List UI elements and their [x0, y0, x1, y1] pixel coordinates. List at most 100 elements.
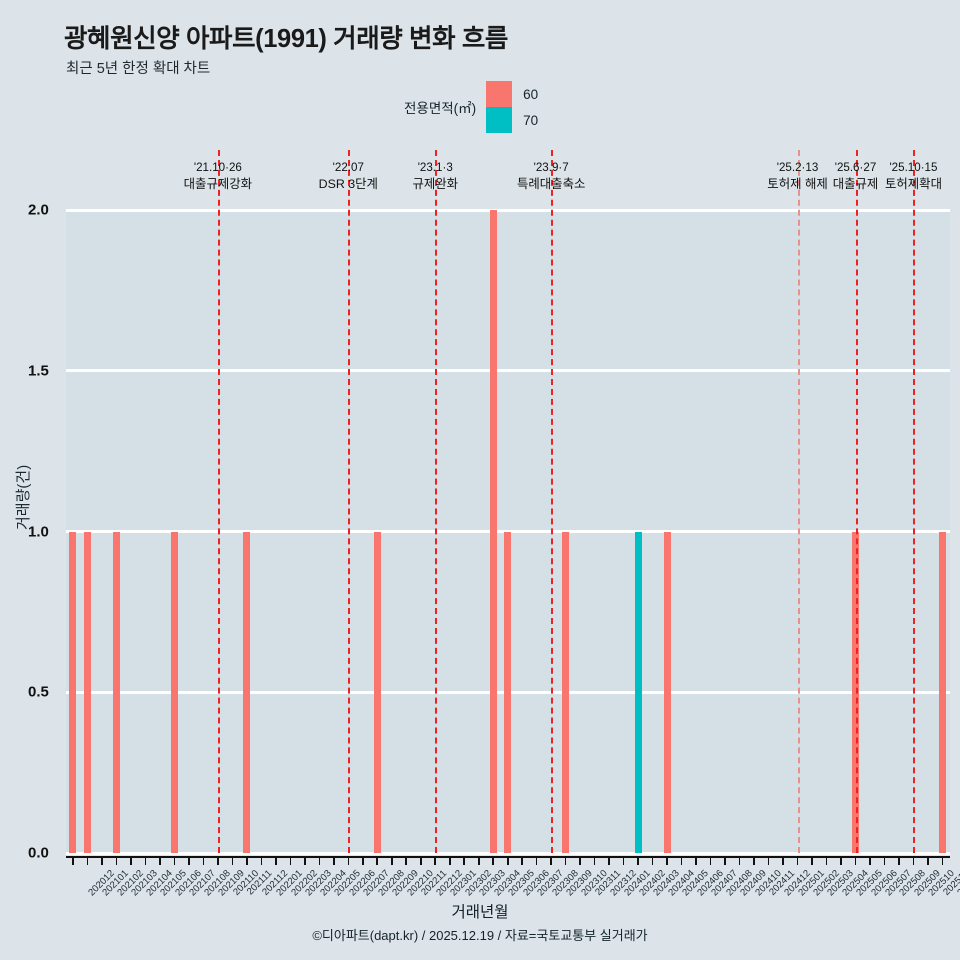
x-tick-mark-202504 [825, 858, 828, 865]
legend-label-70: 70 [523, 112, 539, 128]
bar-202103-60[interactable] [112, 531, 120, 853]
bar-202012-60[interactable] [69, 531, 77, 853]
event-annotation-202207: '22.07 DSR 3단계 [319, 160, 378, 193]
legend-title: 전용면적(㎡) [404, 101, 477, 116]
x-tick-mark-202209 [376, 858, 379, 865]
event-line-202506 [855, 150, 858, 853]
y-axis-label: 거래량(건) [15, 464, 32, 530]
x-tick-mark-202105 [144, 858, 147, 865]
x-tick-mark-202111 [231, 858, 234, 865]
x-tick-mark-202210 [390, 858, 393, 865]
gridline-1.5 [66, 369, 950, 373]
x-tick-mark-202409 [724, 858, 726, 865]
bar-202405-60[interactable] [663, 531, 671, 853]
event-annotation-202502: '25.2·13 토허제 해제 [767, 160, 827, 193]
x-tick-mark-202403 [637, 858, 639, 865]
x-tick-mark-202012 [72, 858, 74, 865]
y-tick-label-2.0: 2.0 [28, 201, 49, 219]
bar-202403-70[interactable] [634, 531, 642, 853]
x-tick-mark-202509 [898, 858, 900, 865]
legend-item-60[interactable]: 60 [486, 81, 552, 107]
x-tick-mark-202112 [246, 858, 248, 865]
bar-202305-60[interactable] [489, 210, 497, 853]
x-tick-mark-202408 [709, 858, 712, 865]
x-tick-mark-202305 [492, 858, 494, 865]
x-tick-mark-202508 [883, 858, 886, 865]
event-date-202510: '25.10·15 [889, 161, 938, 174]
event-annotation-202510: '25.10·15 토허제확대 [885, 160, 942, 193]
bar-202306-60[interactable] [504, 531, 512, 853]
y-tick-label-0.5: 0.5 [28, 683, 49, 701]
x-tick-mark-202412 [767, 858, 770, 865]
bar-202512-60[interactable] [938, 531, 946, 853]
x-tick-mark-202211 [405, 858, 408, 865]
event-annotation-202110: '21.10·26 대출규제강화 [184, 160, 252, 193]
x-tick-mark-202207 [347, 858, 350, 865]
x-tick-mark-202301 [434, 858, 437, 865]
bar-202112-60[interactable] [243, 531, 251, 853]
x-tick-mark-202106 [159, 858, 161, 865]
event-date-202506: '25.6·27 [834, 161, 877, 174]
x-axis-label: 거래년월 [451, 904, 509, 921]
x-tick-mark-202104 [130, 858, 132, 865]
legend-item-70[interactable]: 70 [486, 107, 552, 133]
x-tick-mark-202503 [811, 858, 813, 865]
x-tick-mark-202309 [550, 858, 552, 865]
x-tick-mark-202401 [608, 858, 610, 865]
x-tick-mark-202103 [115, 858, 118, 865]
bar-202101-60[interactable] [83, 531, 91, 853]
gridline-0.0 [66, 851, 950, 855]
event-line-202309 [551, 150, 554, 853]
x-tick-mark-202405 [666, 858, 668, 865]
footer-credit: ©디아파트(dapt.kr) / 2025.12.19 / 자료=국토교통부 실… [312, 928, 648, 943]
event-text-202301: 규제완화 [412, 177, 459, 191]
x-tick-mark-202310 [564, 858, 567, 865]
x-tick-mark-202402 [622, 858, 625, 865]
y-tick-label-0.0: 0.0 [28, 844, 49, 862]
x-tick-mark-202410 [738, 858, 741, 865]
event-annotation-202301: '23.1·3 규제완화 [412, 160, 458, 193]
legend-items: 60 70 [486, 81, 558, 133]
x-tick-mark-202108 [188, 858, 190, 865]
bar-202107-60[interactable] [170, 531, 178, 853]
bar-202209-60[interactable] [373, 531, 381, 853]
x-tick-mark-202308 [535, 858, 538, 865]
x-tick-mark-202202 [275, 858, 277, 865]
event-text-202309: 특례대출축소 [516, 177, 586, 191]
x-tick-mark-202205 [318, 858, 321, 865]
y-tick-label-1.5: 1.5 [28, 362, 49, 380]
x-tick-mark-202502 [796, 858, 799, 865]
x-tick-mark-202507 [869, 858, 871, 865]
event-text-202207: DSR 3단계 [318, 177, 378, 191]
x-tick-mark-202511 [927, 858, 929, 865]
x-tick-mark-202201 [260, 858, 263, 865]
event-text-202510: 토허제확대 [884, 177, 942, 191]
x-tick-mark-202101 [86, 858, 89, 865]
event-date-202110: '21.10·26 [193, 161, 242, 174]
x-tick-mark-202206 [333, 858, 335, 865]
event-date-202207: '22.07 [332, 161, 364, 174]
x-tick-mark-202208 [361, 858, 364, 865]
x-tick-mark-202110 [217, 858, 219, 865]
legend-label-60: 60 [523, 86, 539, 102]
event-line-202301 [435, 150, 438, 853]
chart-title: 광혜원신양 아파트(1991) 거래량 변화 흐름 [64, 25, 508, 53]
x-tick-mark-202107 [173, 858, 176, 865]
x-tick-mark-202501 [782, 858, 784, 865]
x-tick-mark-202411 [753, 858, 755, 865]
bar-202310-60[interactable] [562, 531, 570, 853]
legend: 전용면적(㎡) 60 70 [404, 81, 558, 133]
event-text-202506: 대출규제 [832, 177, 879, 191]
gridline-2.0 [66, 208, 950, 212]
x-tick-mark-202204 [304, 858, 306, 865]
x-tick-mark-202505 [840, 858, 842, 865]
plot-area [66, 150, 950, 855]
event-date-202309: '23.9·7 [533, 161, 569, 174]
legend-swatch-60 [486, 81, 513, 107]
event-date-202301: '23.1·3 [417, 161, 453, 174]
event-annotation-202506: '25.6·27 대출규제 [833, 160, 879, 193]
x-axis-line [66, 856, 950, 858]
x-tick-mark-202203 [289, 858, 292, 865]
x-tick-mark-202506 [854, 858, 857, 865]
